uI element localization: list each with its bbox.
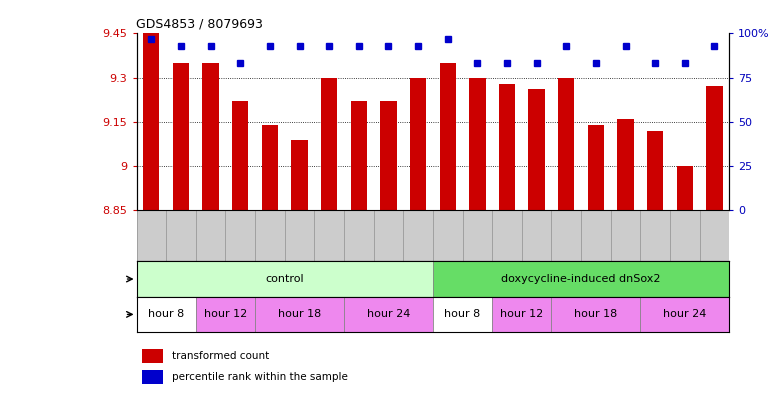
Bar [143,370,163,384]
Bar [470,77,485,210]
Bar [558,77,574,210]
Bar [433,297,492,332]
Bar [410,77,426,210]
Bar [647,130,663,210]
Bar [677,166,693,210]
Bar [255,297,344,332]
Bar [492,297,551,332]
Bar [529,89,544,210]
Bar [196,297,255,332]
Bar [551,297,640,332]
Text: hour 8: hour 8 [148,309,184,320]
Text: percentile rank within the sample: percentile rank within the sample [172,372,348,382]
Text: hour 12: hour 12 [204,309,247,320]
Bar [618,119,633,210]
Text: hour 24: hour 24 [663,309,707,320]
Text: hour 12: hour 12 [500,309,544,320]
Text: transformed count: transformed count [172,351,269,361]
Bar [143,349,163,363]
Bar [136,297,196,332]
Bar [640,297,729,332]
Bar [136,261,433,297]
Bar [499,83,515,210]
Bar [232,101,248,210]
Bar [262,125,278,210]
Bar [173,63,189,210]
Bar [707,86,722,210]
Bar [321,77,337,210]
Text: hour 18: hour 18 [278,309,321,320]
Bar [203,63,218,210]
Text: GDS4853 / 8079693: GDS4853 / 8079693 [136,18,264,31]
Text: hour 18: hour 18 [574,309,618,320]
Bar [588,125,604,210]
Bar [344,297,433,332]
Bar [433,261,729,297]
Bar [440,63,456,210]
Text: hour 24: hour 24 [367,309,410,320]
Bar [292,140,307,210]
Text: hour 8: hour 8 [445,309,480,320]
Bar [351,101,367,210]
Text: doxycycline-induced dnSox2: doxycycline-induced dnSox2 [502,274,661,284]
Bar [381,101,396,210]
Bar [144,33,159,210]
Text: control: control [265,274,304,284]
